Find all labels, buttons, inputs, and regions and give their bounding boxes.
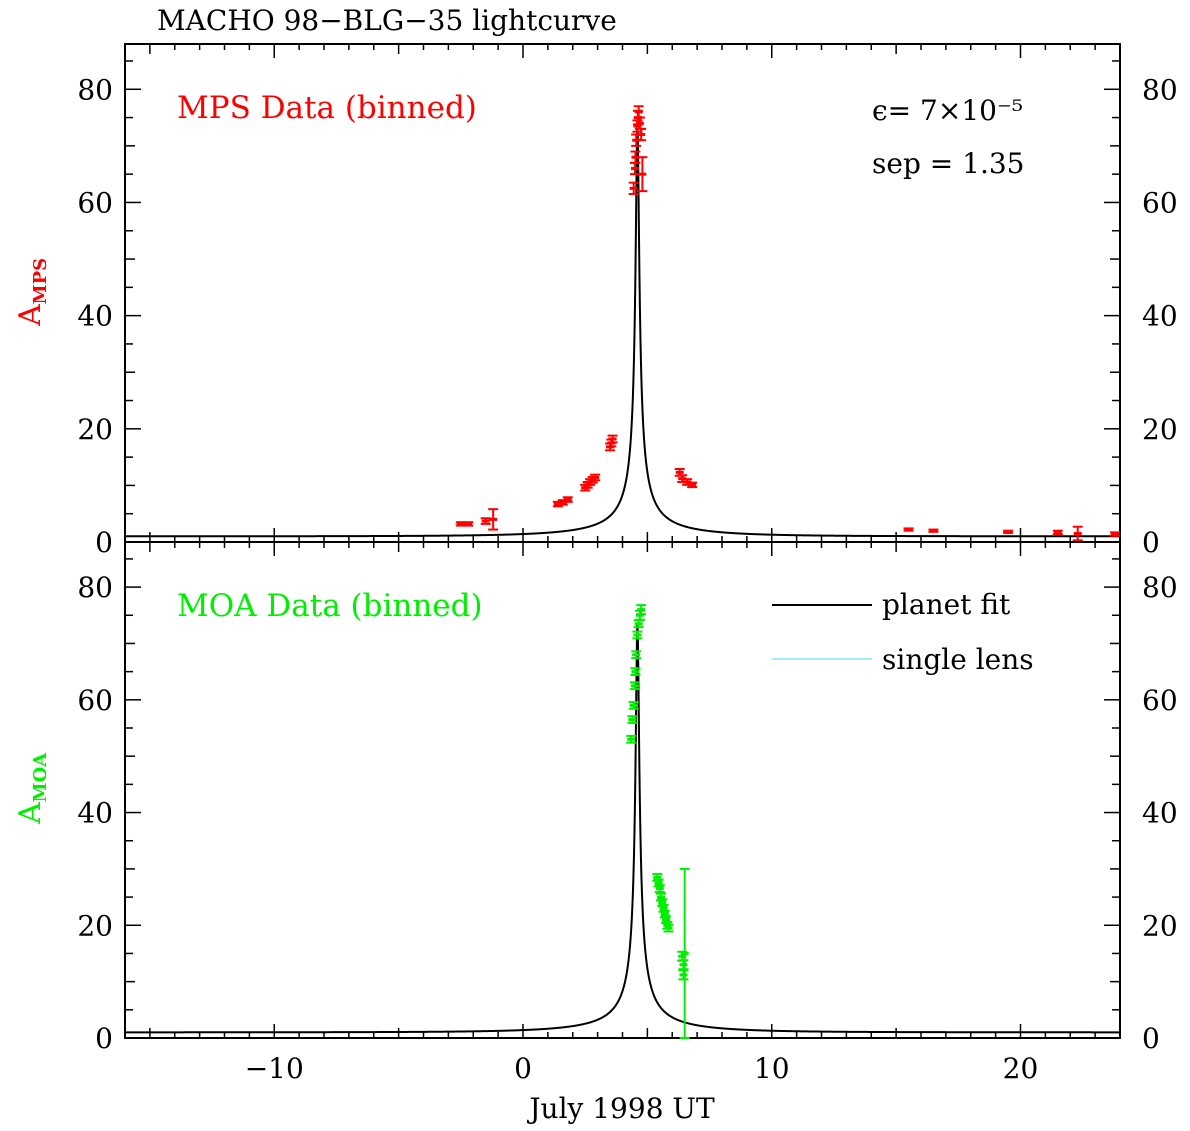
x-tick-label: 0 (514, 1052, 532, 1085)
data-point (1072, 525, 1083, 542)
mps-planet-fit-curve (125, 125, 1120, 538)
data-point (626, 734, 637, 744)
moa-single-lens-curve (125, 623, 1120, 1033)
y-tick-label: 20 (77, 909, 113, 942)
y-tick-label: 40 (77, 300, 113, 333)
y-tick-label: 20 (1142, 909, 1178, 942)
moa-y-tick-labels-right: 0 20 40 60 80 (1142, 571, 1178, 1055)
legend: planet fit single lens (772, 588, 1034, 676)
separation-annotation: sep = 1.35 (872, 147, 1024, 180)
x-tick-label: 10 (754, 1052, 790, 1085)
moa-y-axis-main: A (13, 802, 48, 825)
moa-panel: 0 20 40 60 80 0 20 40 60 80 −10 0 10 20 MOA Data (b… (13, 541, 1178, 1085)
mps-data-points (455, 105, 1121, 542)
data-point (1052, 529, 1063, 536)
moa-data-points (626, 604, 690, 1039)
y-tick-label: 0 (1142, 1022, 1160, 1055)
data-point (630, 667, 641, 677)
epsilon-annotation: ϵ= 7×10⁻⁵ (872, 94, 1023, 127)
data-point (637, 156, 648, 193)
data-point (687, 481, 698, 489)
legend-single-lens-label: single lens (882, 643, 1034, 676)
svg-text:AMPS: AMPS (13, 258, 51, 327)
legend-planet-fit-label: planet fit (882, 588, 1011, 621)
data-point (480, 517, 491, 525)
mps-y-axis-main: A (13, 304, 48, 327)
data-point (903, 527, 914, 532)
mps-y-tick-labels-left: 0 20 40 60 80 (77, 73, 113, 559)
data-point (654, 884, 665, 894)
data-point (607, 434, 618, 444)
moa-y-axis-subscript: MOA (30, 752, 51, 803)
data-point (629, 681, 640, 691)
data-point (628, 181, 639, 195)
y-tick-label: 60 (1142, 684, 1178, 717)
moa-y-tick-labels-left: 0 20 40 60 80 (77, 571, 113, 1055)
y-tick-label: 40 (1142, 797, 1178, 830)
y-tick-label: 60 (77, 186, 113, 219)
moa-y-axis-label: AMOA (13, 752, 51, 825)
x-tick-label: 20 (1003, 1052, 1039, 1085)
data-point (627, 715, 638, 724)
mps-y-tick-labels-right: 0 20 40 60 80 (1142, 73, 1178, 559)
data-point (628, 701, 639, 710)
data-point (633, 105, 644, 119)
data-point (678, 969, 689, 981)
mps-y-axis-label: AMPS (13, 258, 51, 327)
data-point (632, 630, 643, 640)
data-point (1110, 531, 1121, 537)
y-tick-label: 60 (77, 684, 113, 717)
data-point (631, 650, 642, 660)
mps-y-axis-subscript: MPS (30, 258, 51, 304)
x-tick-labels: −10 0 10 20 (245, 1052, 1039, 1085)
y-tick-label: 80 (77, 73, 113, 106)
data-point (636, 127, 647, 142)
data-point (463, 521, 474, 527)
data-point (634, 609, 645, 621)
x-axis-label: July 1998 UT (526, 1092, 715, 1125)
moa-dataset-label: MOA Data (binned) (177, 588, 483, 624)
data-point (488, 508, 499, 531)
y-tick-label: 60 (1142, 186, 1178, 219)
y-tick-label: 40 (77, 797, 113, 830)
mps-panel: 0 20 40 60 80 0 20 40 60 80 MPS Data (binned) ϵ=… (13, 43, 1178, 559)
data-point (679, 867, 690, 1039)
data-point (633, 619, 644, 629)
data-point (652, 872, 663, 882)
x-tick-label: −10 (245, 1052, 304, 1085)
y-tick-label: 80 (77, 571, 113, 604)
data-point (928, 528, 939, 533)
data-point (562, 496, 573, 503)
y-tick-label: 0 (95, 526, 113, 559)
data-point (661, 915, 672, 925)
svg-text:AMOA: AMOA (13, 752, 51, 825)
y-tick-label: 0 (1142, 526, 1160, 559)
data-point (590, 473, 601, 482)
y-tick-label: 40 (1142, 300, 1178, 333)
data-point (1003, 529, 1014, 534)
y-tick-label: 20 (77, 413, 113, 446)
figure-title: MACHO 98−BLG−35 lightcurve (157, 4, 617, 37)
y-tick-label: 0 (95, 1022, 113, 1055)
data-point (663, 923, 674, 933)
mps-dataset-label: MPS Data (binned) (177, 90, 477, 126)
data-point (678, 959, 689, 971)
y-tick-label: 80 (1142, 73, 1178, 106)
y-tick-label: 80 (1142, 571, 1178, 604)
y-tick-label: 20 (1142, 413, 1178, 446)
data-point (636, 604, 647, 616)
moa-planet-fit-curve (125, 623, 1120, 1034)
